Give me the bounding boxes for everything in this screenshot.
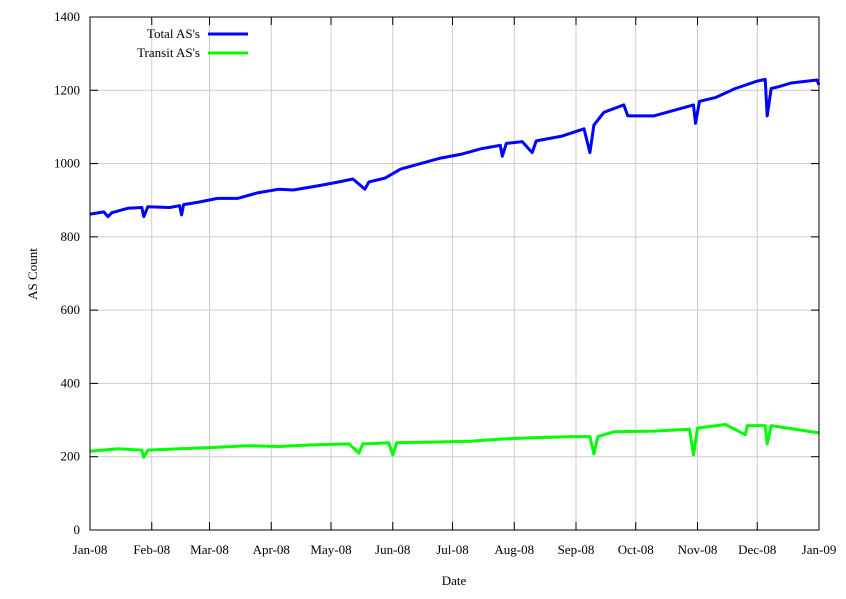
x-tick-label: Oct-08 <box>618 542 654 557</box>
y-axis-label: AS Count <box>25 248 40 300</box>
series-line-0 <box>89 77 821 219</box>
y-tick-label: 400 <box>61 375 81 390</box>
y-tick-label: 0 <box>74 522 81 537</box>
x-tick-label: Jul-08 <box>436 542 469 557</box>
plot-frame <box>89 16 820 531</box>
grid <box>90 17 819 530</box>
series-line-1 <box>89 423 820 459</box>
x-tick-label: Aug-08 <box>494 542 534 557</box>
y-tick-label: 800 <box>61 229 81 244</box>
x-tick-label: Nov-08 <box>678 542 718 557</box>
y-tick-label: 200 <box>61 449 81 464</box>
y-tick-label: 600 <box>61 302 81 317</box>
legend-label: Total AS's <box>147 26 200 41</box>
x-tick-label: May-08 <box>310 542 351 557</box>
x-tick-label: Jun-08 <box>375 542 410 557</box>
y-tick-label: 1000 <box>54 156 80 171</box>
y-tick-label: 1200 <box>54 82 80 97</box>
x-tick-label: Sep-08 <box>558 542 595 557</box>
x-tick-label: Jan-08 <box>73 542 108 557</box>
legend-label: Transit AS's <box>137 45 200 60</box>
ticks: 0 200 400 600 800 1000 1200 1400 Jan-08 Feb-08 Mar… <box>54 9 836 557</box>
x-tick-label: Dec-08 <box>738 542 776 557</box>
x-tick-label: Mar-08 <box>190 542 229 557</box>
series-group <box>89 77 821 459</box>
y-tick-label: 1400 <box>54 9 80 24</box>
legend: Total AS's Transit AS's <box>137 26 248 60</box>
x-tick-label: Jan-09 <box>802 542 837 557</box>
x-axis-label: Date <box>442 573 467 588</box>
x-tick-label: Feb-08 <box>133 542 170 557</box>
x-tick-label: Apr-08 <box>253 542 290 557</box>
